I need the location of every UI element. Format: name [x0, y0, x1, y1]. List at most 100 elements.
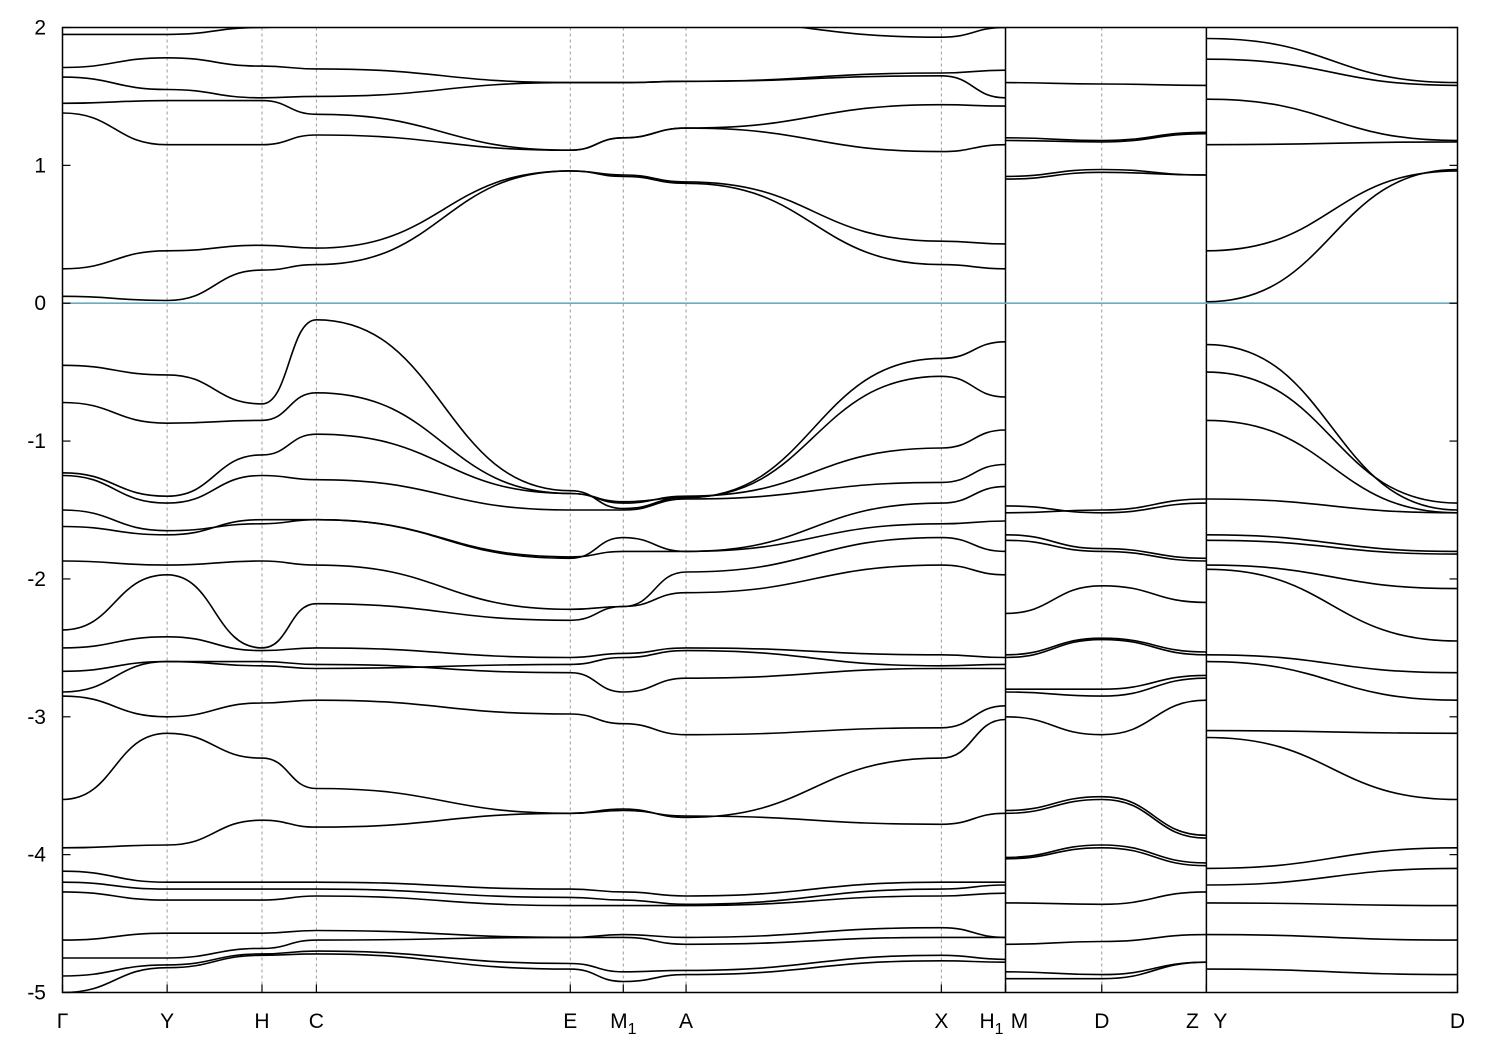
band-line-34 — [1005, 798, 1207, 839]
band-line-13 — [62, 564, 1006, 649]
band-line-12 — [62, 636, 1006, 659]
band-line-61 — [1206, 564, 1458, 590]
band-line-45 — [1005, 502, 1207, 514]
band-line-57 — [1206, 729, 1458, 735]
band-line-28 — [1005, 961, 1207, 980]
band-line-52 — [1206, 933, 1458, 941]
band-line-47 — [1005, 168, 1207, 178]
band-line-3 — [62, 926, 1006, 941]
band-line-67 — [1206, 343, 1458, 511]
band-line-5 — [62, 881, 1006, 906]
y-tick-label: -2 — [27, 568, 46, 591]
y-tick-label: 0 — [34, 292, 46, 315]
band-line-65 — [1206, 419, 1458, 514]
kpath-label: A — [679, 1010, 693, 1033]
band-line-59 — [1206, 654, 1458, 674]
band-line-53 — [1206, 902, 1458, 907]
band-line-22 — [62, 170, 1006, 270]
band-line-26 — [62, 57, 1006, 84]
band-line-37 — [1005, 677, 1207, 697]
band-line-38 — [1005, 674, 1207, 691]
y-axis: 2 1 0 -1 -2 -3 -4 -5 — [27, 17, 1458, 1005]
band-line-27 — [62, 27, 1006, 38]
kpath-label: H — [254, 1010, 269, 1033]
band-line-44 — [1005, 498, 1207, 514]
band-lines — [62, 27, 1458, 993]
y-tick-label: -4 — [27, 844, 46, 867]
band-line-50 — [1005, 81, 1207, 87]
band-line-2 — [62, 936, 1006, 959]
band-line-62 — [1206, 539, 1458, 555]
band-line-25 — [62, 75, 1006, 99]
band-line-32 — [1005, 847, 1207, 867]
band-line-15 — [62, 518, 1006, 560]
y-tick-label: -1 — [27, 430, 46, 453]
band-line-16 — [62, 485, 1006, 558]
band-line-54 — [1206, 867, 1458, 886]
band-line-41 — [1005, 585, 1207, 615]
band-line-8 — [62, 718, 1006, 819]
band-line-4 — [62, 891, 1006, 907]
band-line-9 — [62, 695, 1006, 736]
band-line-21 — [62, 170, 1006, 302]
band-line-14 — [62, 536, 1006, 611]
kpath-label: Y — [1213, 1010, 1227, 1033]
band-line-10 — [62, 660, 1006, 693]
band-line-19 — [62, 375, 1006, 503]
band-line-73 — [1206, 37, 1458, 84]
kpath-label: D — [1450, 1010, 1465, 1033]
band-line-18 — [62, 429, 1006, 504]
band-line-72 — [1206, 58, 1458, 87]
kpath-label: E — [563, 1010, 577, 1033]
band-line-64 — [1206, 498, 1458, 514]
band-line-60 — [1206, 568, 1458, 642]
kpath-label: M — [1011, 1010, 1029, 1033]
band-line-48 — [1005, 132, 1207, 143]
y-tick-label: -3 — [27, 706, 46, 729]
band-line-6 — [62, 870, 1006, 897]
band-line-20 — [62, 319, 1006, 510]
band-line-31 — [1005, 891, 1207, 906]
band-line-49 — [1005, 131, 1207, 142]
band-line-71 — [1206, 98, 1458, 142]
band-line-68 — [1206, 168, 1458, 303]
band-line-66 — [1206, 371, 1458, 504]
band-line-69 — [1206, 170, 1458, 252]
kpath-label: D — [1094, 1010, 1109, 1033]
plot-frame — [61, 26, 1459, 994]
band-line-58 — [1206, 660, 1458, 701]
band-line-23 — [62, 112, 1006, 153]
band-line-43 — [1005, 534, 1207, 560]
high-symmetry-gridlines — [166, 27, 1208, 993]
band-line-33 — [1005, 844, 1207, 864]
kpath-label: Z — [1186, 1010, 1199, 1033]
y-tick-label: 2 — [34, 17, 46, 40]
kpath-label: M1 — [610, 1010, 637, 1038]
band-line-17 — [62, 463, 1006, 511]
band-line-11 — [62, 649, 1006, 673]
kpath-label: Y — [160, 1010, 174, 1033]
band-line-51 — [1206, 968, 1458, 976]
y-tick-label: -5 — [27, 982, 46, 1005]
band-line-42 — [1005, 539, 1207, 562]
band-line-63 — [1206, 534, 1458, 553]
band-line-35 — [1005, 795, 1207, 837]
band-line-29 — [1005, 961, 1207, 976]
kpath-label: C — [309, 1010, 324, 1033]
band-line-39 — [1005, 638, 1207, 659]
band-line-30 — [1005, 933, 1207, 946]
band-line-55 — [1206, 847, 1458, 870]
band-line-70 — [1206, 141, 1458, 146]
band-line-24 — [62, 99, 1006, 151]
kpath-label: H1 — [979, 1010, 1003, 1038]
band-line-0 — [62, 953, 1006, 993]
band-line-36 — [1005, 699, 1207, 736]
band-line-1 — [62, 950, 1006, 977]
band-line-7 — [62, 809, 1006, 849]
band-line-56 — [1206, 736, 1458, 801]
band-line-40 — [1005, 637, 1207, 656]
kpath-label: X — [934, 1010, 948, 1033]
kpath-label: Γ — [57, 1010, 69, 1033]
y-tick-label: 1 — [34, 154, 46, 177]
